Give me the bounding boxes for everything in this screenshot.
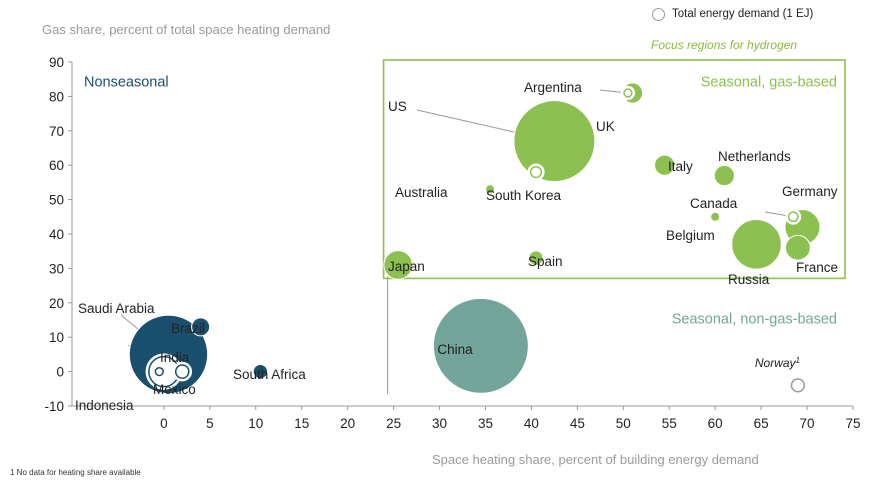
region-label-seasonal-nongas: Seasonal, non-gas-based bbox=[672, 311, 837, 327]
point-label-russia: Russia bbox=[728, 272, 770, 287]
point-label-canada: Canada bbox=[690, 196, 738, 211]
x-tick-label: 45 bbox=[570, 416, 585, 431]
point-label-italy: Italy bbox=[668, 159, 693, 174]
y-tick-label: 90 bbox=[49, 55, 64, 70]
x-tick-label: 30 bbox=[432, 416, 447, 431]
x-tick-label: 15 bbox=[294, 416, 309, 431]
point-label-norway: Norway1 bbox=[755, 356, 800, 371]
point-label-south-africa: South Africa bbox=[233, 367, 306, 382]
x-tick-label: 5 bbox=[206, 416, 214, 431]
bubble-brazil bbox=[191, 317, 211, 337]
bubble-ring-argentina bbox=[623, 88, 633, 98]
x-tick-label: 75 bbox=[845, 416, 860, 431]
point-label-south-korea: South Korea bbox=[486, 188, 562, 203]
point-label-note-norway: 1 bbox=[796, 356, 800, 365]
bubble-belgium bbox=[710, 211, 721, 222]
point-label-brazil: Brazil bbox=[171, 321, 205, 336]
legend-bubble-icon bbox=[652, 8, 665, 21]
y-axis-title: Gas share, percent of total space heatin… bbox=[42, 22, 331, 37]
bubble-japan bbox=[383, 250, 413, 280]
x-tick-label: 10 bbox=[248, 416, 263, 431]
y-tick-label: 60 bbox=[49, 158, 64, 173]
y-tick-label: 80 bbox=[49, 89, 64, 104]
x-tick-label: 50 bbox=[616, 416, 631, 431]
y-tick-label: 10 bbox=[49, 330, 64, 345]
y-tick-label: 30 bbox=[49, 261, 64, 276]
point-label-mexico: Mexico bbox=[153, 382, 196, 397]
x-tick-label: 25 bbox=[386, 416, 401, 431]
bubble-south-africa bbox=[252, 363, 269, 380]
x-axis-title: Space heating share, percent of building… bbox=[432, 452, 759, 467]
bubble-italy bbox=[654, 154, 676, 176]
point-label-japan: Japan bbox=[388, 259, 425, 274]
point-label-belgium: Belgium bbox=[666, 228, 715, 243]
bubble-france bbox=[784, 234, 811, 261]
x-tick-label: 35 bbox=[478, 416, 493, 431]
point-label-australia: Australia bbox=[395, 185, 448, 200]
bubble-ring-canada bbox=[787, 211, 799, 223]
bubble-ring-south-korea bbox=[529, 165, 543, 179]
bubble-ring-indonesia bbox=[154, 366, 164, 377]
bubble-ring-mexico bbox=[174, 364, 190, 379]
y-tick-label: 70 bbox=[49, 124, 64, 139]
point-label-china: China bbox=[437, 342, 473, 357]
point-label-saudi-arabia: Saudi Arabia bbox=[78, 301, 155, 316]
point-label-us: US bbox=[388, 99, 407, 114]
legend-focus-label: Focus regions for hydrogen bbox=[651, 38, 798, 52]
x-tick-label: 40 bbox=[524, 416, 539, 431]
point-label-indonesia: Indonesia bbox=[75, 398, 134, 413]
y-tick-label: 50 bbox=[49, 193, 64, 208]
point-label-spain: Spain bbox=[528, 254, 563, 269]
x-tick-label: 70 bbox=[800, 416, 815, 431]
x-tick-label: 60 bbox=[708, 416, 723, 431]
point-label-uk: UK bbox=[596, 119, 615, 134]
bubble-norway bbox=[790, 378, 806, 393]
footnote: 1 No data for heating share available bbox=[10, 468, 141, 477]
point-label-germany: Germany bbox=[782, 184, 838, 199]
point-label-netherlands: Netherlands bbox=[718, 149, 791, 164]
point-label-india: India bbox=[160, 350, 190, 365]
x-tick-label: 0 bbox=[160, 416, 168, 431]
region-label-seasonal-gas: Seasonal, gas-based bbox=[701, 75, 837, 91]
bubble-spain bbox=[528, 250, 544, 266]
bubble-china bbox=[432, 297, 529, 394]
bubble-russia bbox=[731, 219, 782, 270]
y-tick-label: -10 bbox=[44, 399, 64, 414]
point-label-france: France bbox=[796, 260, 838, 275]
bubble-australia bbox=[485, 184, 496, 195]
bubble-us bbox=[513, 100, 596, 183]
point-label-argentina: Argentina bbox=[524, 80, 582, 95]
y-tick-label: 20 bbox=[49, 296, 64, 311]
legend-bubble-label: Total energy demand (1 EJ) bbox=[672, 8, 814, 20]
x-tick-label: 55 bbox=[662, 416, 677, 431]
x-tick-label: 65 bbox=[754, 416, 769, 431]
gas-based-region-box bbox=[382, 59, 846, 280]
y-tick-label: 0 bbox=[56, 365, 64, 380]
x-tick-label: 20 bbox=[340, 416, 355, 431]
region-label-nonseasonal: Nonseasonal bbox=[84, 75, 169, 91]
bubble-netherlands bbox=[713, 164, 735, 187]
y-tick-label: 40 bbox=[49, 227, 64, 242]
